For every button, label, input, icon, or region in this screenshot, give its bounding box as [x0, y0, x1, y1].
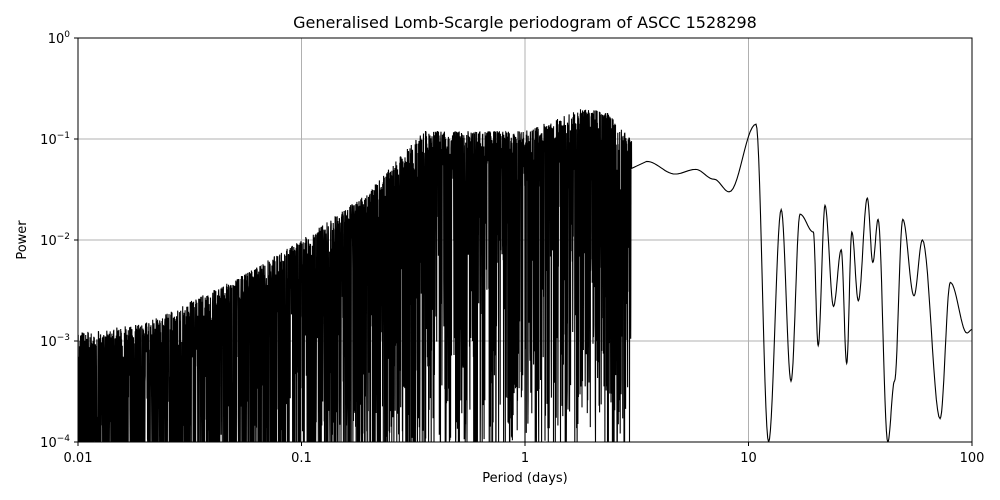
- y-tick-label: 10−3: [40, 333, 70, 350]
- series-line: [78, 109, 972, 442]
- y-tick-base: 10: [40, 436, 57, 451]
- x-tick-label: 0.1: [291, 451, 312, 466]
- y-tick-base: 10: [40, 335, 57, 350]
- y-tick-label: 10−1: [40, 131, 70, 148]
- chart-title: Generalised Lomb-Scargle periodogram of …: [293, 13, 757, 32]
- y-tick-exponent: −4: [57, 434, 71, 444]
- x-axis-ticks: 0.01 0.1 1 10 100: [64, 442, 985, 466]
- y-tick-label: 100: [48, 30, 71, 47]
- y-axis-title: Power: [15, 220, 30, 260]
- y-tick-label: 10−4: [40, 434, 70, 451]
- x-tick-label: 1: [521, 451, 529, 466]
- y-tick-base: 10: [48, 32, 65, 47]
- x-axis-title: Period (days): [482, 471, 568, 486]
- y-tick-label: 10−2: [40, 232, 70, 249]
- y-tick-exponent: 0: [64, 30, 70, 40]
- y-tick-exponent: −2: [57, 232, 70, 242]
- y-tick-base: 10: [40, 133, 57, 148]
- x-tick-label: 0.01: [64, 451, 93, 466]
- y-tick-exponent: −1: [57, 131, 70, 141]
- y-tick-exponent: −3: [57, 333, 70, 343]
- x-tick-label: 10: [740, 451, 757, 466]
- x-tick-label: 100: [960, 451, 985, 466]
- y-tick-base: 10: [40, 234, 57, 249]
- periodogram-line: [78, 109, 972, 442]
